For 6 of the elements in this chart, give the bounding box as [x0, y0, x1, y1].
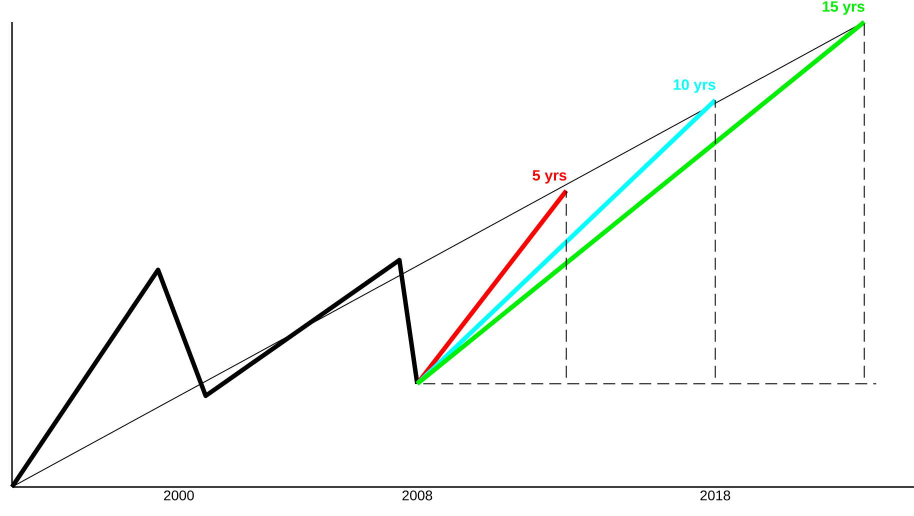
x-tick-label: 2018 — [700, 490, 730, 500]
x-tick-label: 2000 — [164, 490, 194, 500]
series-label: 15 yrs — [822, 1, 864, 15]
series-label: 10 yrs — [674, 79, 716, 93]
x-tick-label: 2008 — [402, 490, 432, 500]
series-label: 5 yrs — [532, 170, 566, 184]
